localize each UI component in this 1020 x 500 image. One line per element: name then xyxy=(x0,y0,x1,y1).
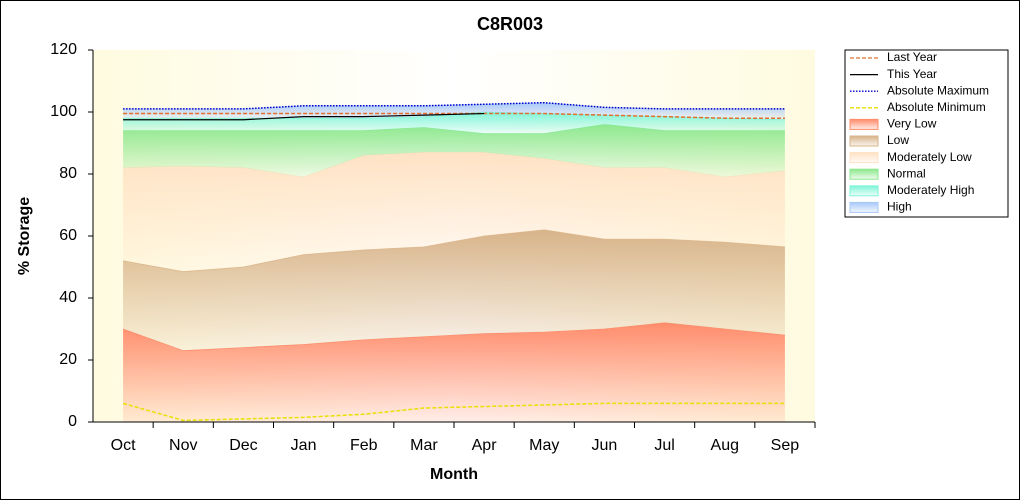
lines xyxy=(122,101,785,422)
x-axis-label: Month xyxy=(430,466,478,483)
x-tick-label: Aug xyxy=(711,437,739,454)
x-tick-label: Oct xyxy=(111,437,136,454)
x-tick-label: May xyxy=(529,437,559,454)
legend-label: High xyxy=(887,200,912,214)
chart-title: C8R003 xyxy=(477,14,543,34)
x-tick-label: Jan xyxy=(291,437,317,454)
area-band xyxy=(123,322,785,422)
legend-swatch xyxy=(849,185,879,197)
y-tick-label: 80 xyxy=(59,165,77,182)
x-tick-label: Feb xyxy=(350,437,378,454)
x-tick-label: Jul xyxy=(654,437,674,454)
area-band xyxy=(123,112,785,134)
legend-label: Very Low xyxy=(887,117,937,131)
legend-label: Moderately Low xyxy=(887,150,972,164)
axes: 0 20 40 60 80 100 120 Oct Nov Dec Jan Feb Mar Apr May J… xyxy=(50,41,816,454)
series-line xyxy=(123,112,485,121)
legend-label: Last Year xyxy=(887,50,937,64)
areas xyxy=(122,102,785,422)
legend-label: Absolute Maximum xyxy=(887,83,989,97)
legend-swatch xyxy=(849,152,879,164)
x-tick-label: Mar xyxy=(410,437,438,454)
legend-label: Normal xyxy=(887,166,926,180)
y-tick-label: 20 xyxy=(59,351,77,368)
area-band xyxy=(123,124,785,178)
series-line xyxy=(123,101,785,110)
legend-label: This Year xyxy=(887,67,937,81)
y-tick-label: 60 xyxy=(59,227,77,244)
area-band xyxy=(123,152,785,272)
x-tick-label: Jun xyxy=(592,437,618,454)
area-band xyxy=(123,229,785,351)
legend-swatch xyxy=(849,135,879,147)
legend-swatch xyxy=(849,168,879,180)
legend: Last Year This Year Absolute Maximum Absolu… xyxy=(849,50,989,214)
x-tick-label: Apr xyxy=(472,437,498,454)
y-tick-label: 40 xyxy=(59,289,77,306)
legend-label: Low xyxy=(887,133,909,147)
x-tick-label: Nov xyxy=(169,437,197,454)
x-tick-label: Dec xyxy=(229,437,257,454)
legend-label: Absolute Minimum xyxy=(887,100,986,114)
series-line xyxy=(122,402,785,422)
y-axis-label: % Storage xyxy=(16,197,33,275)
y-tick-label: 0 xyxy=(68,413,77,430)
legend-swatch xyxy=(849,118,879,130)
series-line xyxy=(123,112,785,119)
y-tick-label: 120 xyxy=(50,41,77,58)
legend-swatch xyxy=(849,201,879,213)
legend-label: Moderately High xyxy=(887,183,974,197)
x-tick-label: Sep xyxy=(771,437,800,454)
y-tick-label: 100 xyxy=(50,103,77,120)
